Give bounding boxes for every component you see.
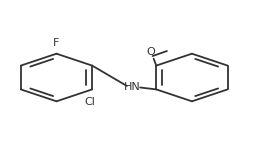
Text: Cl: Cl bbox=[84, 97, 95, 107]
Text: O: O bbox=[147, 47, 155, 57]
Text: F: F bbox=[53, 38, 60, 48]
Text: HN: HN bbox=[124, 82, 140, 93]
